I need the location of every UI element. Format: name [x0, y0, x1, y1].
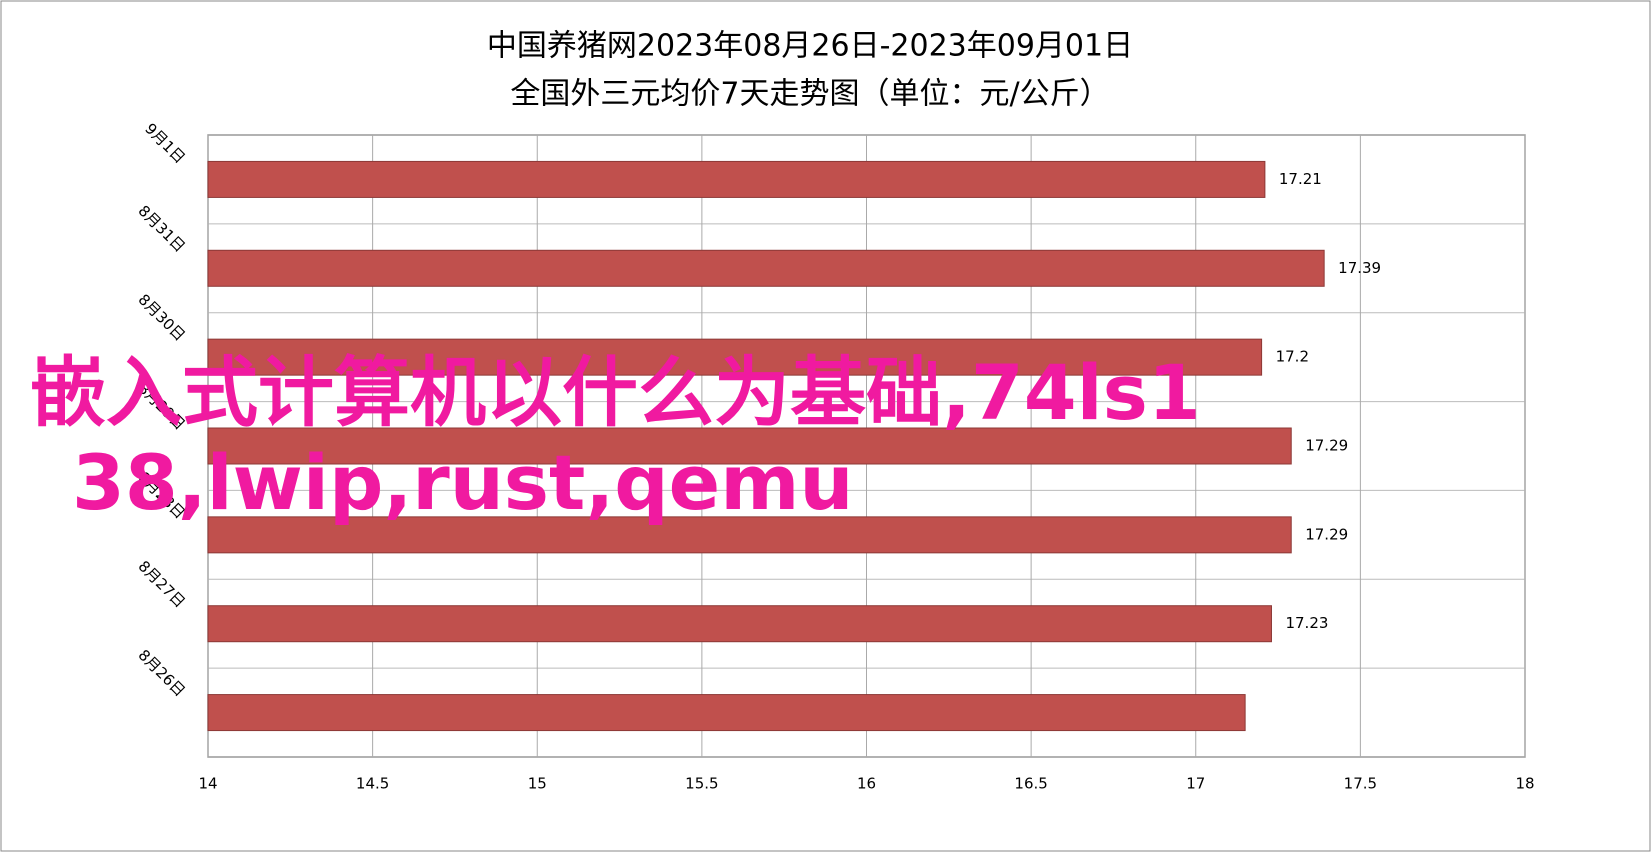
value-label: 17.29 [1305, 525, 1348, 543]
plot: 14 14.5 15 15.5 16 16.5 17 17.5 1817.219月1日17.39… [135, 120, 1535, 793]
overlay-text: 嵌入式计算机以什么为基础,74ls1 [30, 348, 1201, 437]
x-tick-label: 16.5 [1014, 775, 1047, 793]
overlay-text: 38,lwip,rust,qemu [72, 438, 854, 527]
value-label: 17.2 [1276, 348, 1309, 366]
bar [207, 427, 1292, 465]
x-tick-label: 14 [198, 775, 217, 793]
x-tick-label: 14.5 [356, 775, 389, 793]
bar [207, 338, 1263, 376]
bar [207, 605, 1272, 643]
value-label: 17.23 [1285, 614, 1328, 632]
x-tick-label: 16 [857, 775, 876, 793]
value-label: 17.29 [1305, 437, 1348, 455]
bar [207, 694, 1246, 732]
bar [207, 516, 1292, 554]
chart-title: 中国养猪网2023年08月26日-2023年09月01日 [487, 29, 1133, 64]
chart-subtitle: 全国外三元均价7天走势图（单位：元/公斤） [510, 77, 1109, 112]
value-label: 17.39 [1338, 259, 1381, 277]
x-tick-label: 17 [1186, 775, 1205, 793]
x-tick-label: 17.5 [1344, 775, 1377, 793]
x-tick-label: 18 [1515, 775, 1534, 793]
bar [207, 249, 1325, 287]
bar [207, 160, 1266, 198]
value-label: 17.21 [1279, 170, 1322, 188]
x-tick-label: 15 [528, 775, 547, 793]
x-tick-label: 15.5 [685, 775, 718, 793]
